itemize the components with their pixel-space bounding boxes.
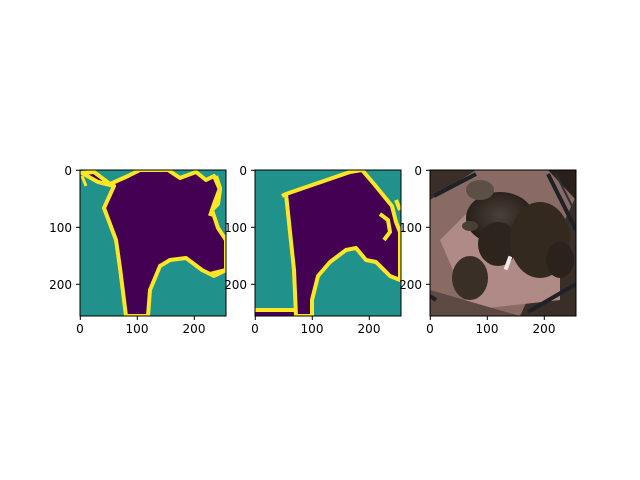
panel-3-xtick-label: 0: [426, 322, 434, 336]
panel-2-ytick-label: 200: [224, 278, 247, 292]
panel-3-ytick-label: 200: [399, 278, 422, 292]
panel-2-xtick-label: 200: [358, 322, 381, 336]
panel-3-ytick-label: 100: [399, 221, 422, 235]
panel-1-xtick-label: 100: [126, 322, 149, 336]
panel-1-ytick-label: 100: [49, 221, 72, 235]
panel-1-ytick-label: 200: [49, 278, 72, 292]
panel-3-xtick-label: 100: [476, 322, 499, 336]
panel-2-xtick-label: 100: [301, 322, 324, 336]
panel-2-xtick-label: 0: [251, 322, 259, 336]
panel-3-axes: [429, 169, 577, 317]
panel-1-xtick-label: 0: [76, 322, 84, 336]
tick-marks: [76, 169, 545, 320]
panel-3-ytick-label: 0: [414, 164, 422, 178]
panel-1-xtick-label: 200: [183, 322, 206, 336]
panel-2-ytick-label: 0: [239, 164, 247, 178]
panel-2-mask-image: [255, 170, 401, 316]
panel-3-xtick-label: 200: [533, 322, 556, 336]
panel-1-axes: [79, 169, 227, 317]
panel-3-photo-image: [430, 170, 576, 316]
panel-1-ytick-label: 0: [64, 164, 72, 178]
panel-2-ytick-label: 100: [224, 221, 247, 235]
panel-1-mask-image: [80, 170, 226, 316]
panel-2-axes: [254, 169, 402, 317]
